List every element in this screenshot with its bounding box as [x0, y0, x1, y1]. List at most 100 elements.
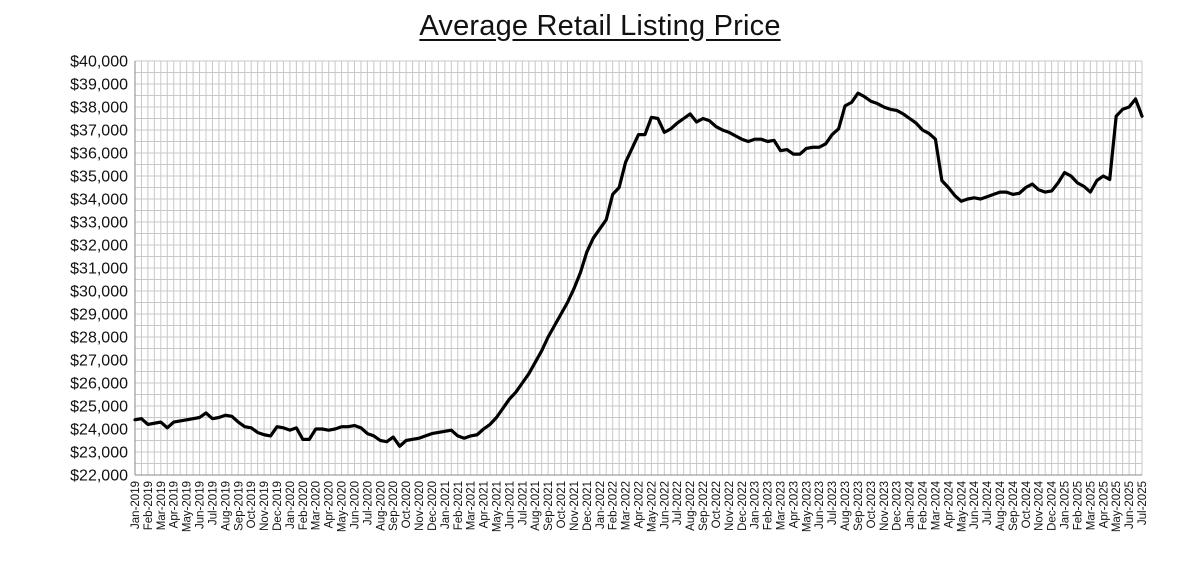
x-tick-label: Apr-2019 [169, 481, 181, 528]
y-tick-label: $29,000 [70, 307, 128, 324]
x-tick-label: Feb-2019 [143, 481, 155, 530]
x-tick-label: Aug-2021 [530, 481, 542, 531]
x-tick-label: Aug-2019 [220, 481, 232, 531]
x-tick-label: Apr-2024 [943, 480, 955, 528]
y-tick-label: $23,000 [70, 445, 128, 462]
y-tick-label: $30,000 [70, 284, 128, 301]
y-tick-label: $34,000 [70, 192, 128, 209]
y-tick-label: $27,000 [70, 353, 128, 370]
x-tick-label: May-2023 [801, 481, 813, 532]
y-tick-labels: $22,000 $23,000 $24,000 $25,000 $26,000 $27,0… [70, 54, 128, 485]
axes [134, 61, 1142, 476]
y-tick-label: $40,000 [70, 54, 128, 71]
series-line [133, 91, 1144, 448]
x-tick-label: Jul-2022 [672, 481, 684, 525]
x-tick-label: Apr-2021 [479, 481, 491, 528]
x-tick-label: Jun-2019 [195, 481, 207, 529]
x-tick-label: Feb-2023 [763, 481, 775, 530]
x-tick-label: Jul-2019 [207, 481, 219, 525]
x-tick-label: Feb-2022 [608, 481, 620, 530]
x-tick-label: May-2024 [956, 480, 968, 532]
x-tick-label: Nov-2022 [724, 481, 736, 531]
y-tick-label: $25,000 [70, 399, 128, 416]
x-tick-label: Dec-2024 [1047, 480, 1059, 530]
x-tick-label: Jun-2023 [814, 481, 826, 529]
x-tick-label: Jul-2021 [517, 481, 529, 525]
x-tick-label: Aug-2023 [840, 481, 852, 531]
y-tick-label: $32,000 [70, 238, 128, 255]
x-tick-label: May-2019 [182, 481, 194, 532]
x-tick-label: Jun-2022 [659, 481, 671, 529]
y-tick-label: $36,000 [70, 146, 128, 163]
x-tick-label: Oct-2024 [1021, 480, 1033, 528]
x-tick-label: Jan-2024 [905, 480, 917, 529]
x-tick-label: Dec-2023 [892, 481, 904, 531]
y-tick-label: $22,000 [70, 468, 128, 485]
x-tick-label: Apr-2025 [1098, 481, 1110, 528]
x-tick-label: Feb-2024 [918, 480, 930, 530]
y-tick-label: $35,000 [70, 169, 128, 186]
x-tick-label: Oct-2023 [866, 481, 878, 528]
x-tick-label: Feb-2020 [298, 481, 310, 530]
x-tick-label: Mar-2022 [621, 481, 633, 530]
x-tick-label: Jul-2024 [982, 480, 994, 525]
y-tick-label: $39,000 [70, 77, 128, 94]
y-tick-label: $33,000 [70, 215, 128, 232]
x-tick-label: Mar-2021 [466, 481, 478, 530]
x-tick-label: Mar-2019 [156, 481, 168, 530]
x-tick-label: May-2021 [491, 481, 503, 532]
x-tick-label: Dec-2019 [272, 481, 284, 531]
x-tick-label: Jun-2021 [504, 481, 516, 529]
x-tick-label: Dec-2020 [427, 481, 439, 531]
x-tick-label: May-2025 [1111, 481, 1123, 532]
y-tick-label: $37,000 [70, 123, 128, 140]
x-tick-label: Nov-2021 [569, 481, 581, 531]
x-tick-label: Aug-2020 [375, 481, 387, 531]
x-tick-label: Sep-2024 [1008, 480, 1020, 530]
x-tick-label: Jan-2025 [1060, 481, 1072, 529]
x-tick-labels: Jan-2019 Feb-2019 Mar-2019 Apr-2019 May-2019… [130, 480, 1149, 532]
x-tick-label: Nov-2024 [1034, 480, 1046, 530]
x-tick-label: Jan-2022 [595, 481, 607, 529]
x-tick-label: Sep-2022 [698, 481, 710, 531]
x-tick-label: Jan-2019 [130, 481, 142, 529]
x-tick-label: Jun-2020 [349, 481, 361, 529]
y-tick-label: $31,000 [70, 261, 128, 278]
x-tick-label: Jan-2021 [440, 481, 452, 529]
x-tick-label: Mar-2024 [930, 480, 942, 530]
x-tick-label: Apr-2020 [324, 481, 336, 528]
x-tick-label: Nov-2023 [879, 481, 891, 531]
x-tick-label: Oct-2020 [401, 481, 413, 528]
x-tick-label: Nov-2020 [414, 481, 426, 531]
x-tick-label: Mar-2020 [311, 481, 323, 530]
x-tick-label: Mar-2025 [1085, 481, 1097, 530]
x-tick-label: Aug-2024 [995, 480, 1007, 530]
x-tick-label: Nov-2019 [259, 481, 271, 531]
x-tick-label: Oct-2022 [711, 481, 723, 528]
x-tick-label: Jan-2023 [750, 481, 762, 529]
series-layer [133, 91, 1144, 448]
x-tick-label: Oct-2019 [246, 481, 258, 528]
x-tick-label: Sep-2019 [233, 481, 245, 531]
x-tick-label: May-2020 [337, 481, 349, 532]
x-tick-label: Jun-2024 [969, 480, 981, 529]
y-tick-label: $38,000 [70, 100, 128, 117]
x-tick-label: Jul-2020 [362, 481, 374, 525]
grid [134, 60, 1143, 476]
x-tick-label: Apr-2023 [788, 481, 800, 528]
x-tick-label: Dec-2022 [737, 481, 749, 531]
x-tick-label: Sep-2020 [388, 481, 400, 531]
x-tick-label: Apr-2022 [634, 481, 646, 528]
x-tick-label: Oct-2021 [556, 481, 568, 528]
x-tick-label: Aug-2022 [685, 481, 697, 531]
x-tick-label: Jul-2025 [1137, 481, 1149, 525]
x-tick-label: Dec-2021 [582, 481, 594, 531]
x-tick-label: Feb-2025 [1072, 481, 1084, 530]
x-tick-label: Jul-2023 [827, 481, 839, 525]
y-tick-label: $28,000 [70, 330, 128, 347]
y-tick-label: $24,000 [70, 422, 128, 439]
x-tick-label: Sep-2023 [853, 481, 865, 531]
x-tick-label: Feb-2021 [453, 481, 465, 530]
